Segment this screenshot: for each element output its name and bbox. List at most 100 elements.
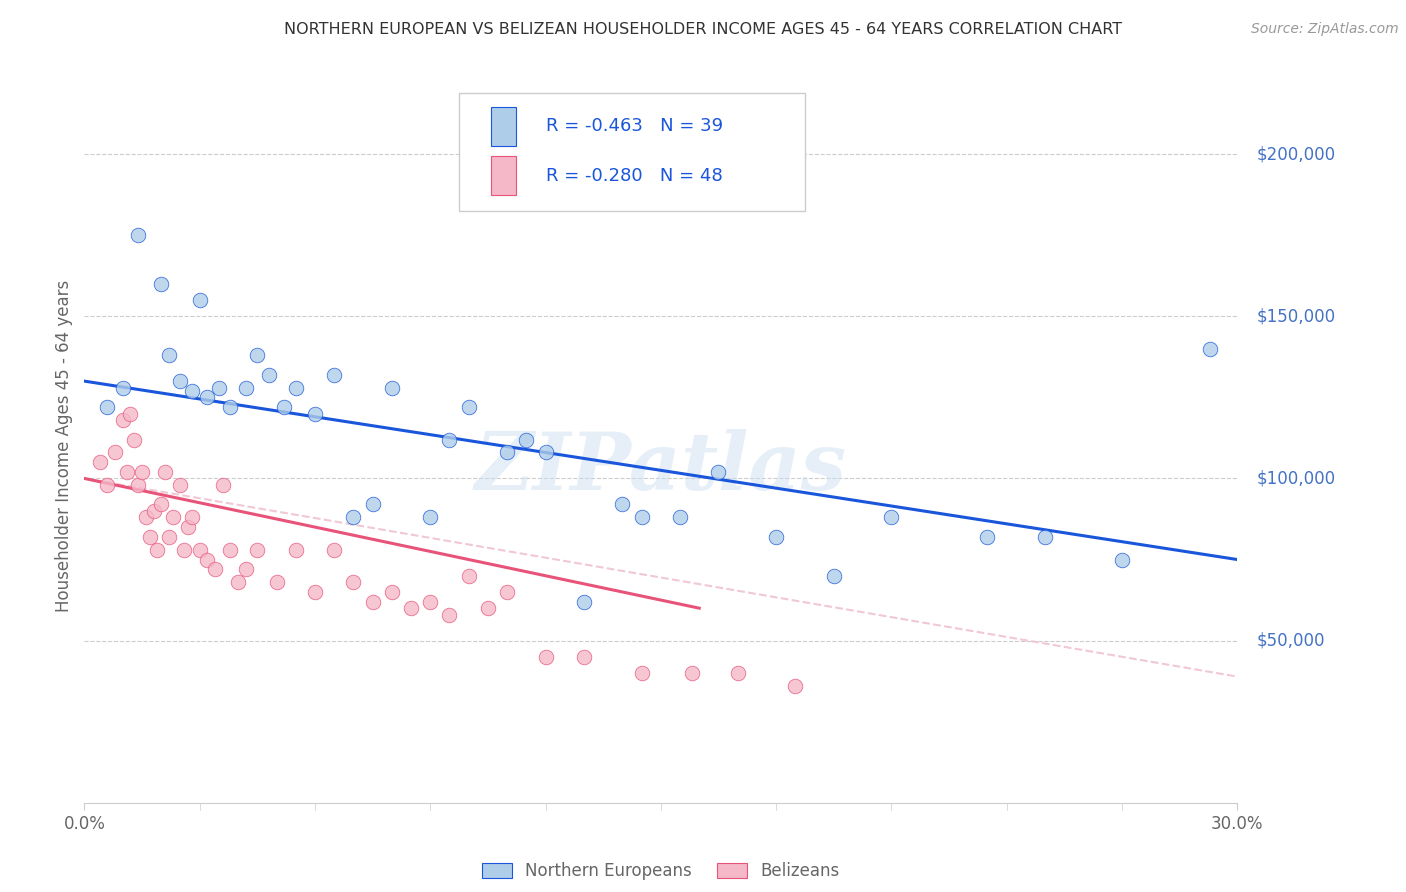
Point: [1033, 530, 1056, 544]
Point: [131, 465, 153, 479]
Point: [323, 368, 346, 382]
Point: [195, 390, 218, 404]
Text: R = -0.280   N = 48: R = -0.280 N = 48: [546, 168, 723, 186]
Text: R = -0.463   N = 39: R = -0.463 N = 39: [546, 118, 723, 136]
Point: [439, 433, 461, 447]
Point: [457, 400, 479, 414]
Point: [572, 649, 595, 664]
Point: [630, 510, 652, 524]
Point: [157, 348, 180, 362]
Point: [89, 455, 111, 469]
Point: [439, 607, 461, 622]
Point: [785, 679, 807, 693]
Point: [135, 510, 157, 524]
Point: [124, 433, 146, 447]
Point: [1199, 342, 1222, 356]
Point: [342, 510, 364, 524]
Point: [419, 510, 441, 524]
Point: [477, 601, 499, 615]
Point: [208, 381, 231, 395]
Point: [707, 465, 730, 479]
Point: [630, 666, 652, 681]
Point: [534, 445, 557, 459]
Point: [323, 542, 346, 557]
Point: [111, 413, 134, 427]
Point: [304, 585, 326, 599]
Point: [266, 575, 288, 590]
Point: [146, 542, 169, 557]
Point: [612, 497, 634, 511]
Point: [342, 575, 364, 590]
Point: [127, 228, 149, 243]
Point: [823, 568, 845, 582]
Point: [235, 562, 257, 576]
Point: [127, 478, 149, 492]
Point: [150, 497, 173, 511]
Point: [115, 465, 138, 479]
Point: [572, 595, 595, 609]
Point: [96, 478, 118, 492]
Point: [419, 595, 441, 609]
Point: [381, 381, 404, 395]
Point: [1111, 552, 1133, 566]
Point: [880, 510, 903, 524]
Point: [976, 530, 998, 544]
Point: [181, 510, 204, 524]
Point: [150, 277, 173, 291]
Point: [765, 530, 787, 544]
Point: [96, 400, 118, 414]
Text: $100,000: $100,000: [1257, 469, 1336, 487]
Point: [226, 575, 249, 590]
Point: [181, 384, 204, 398]
Text: NORTHERN EUROPEAN VS BELIZEAN HOUSEHOLDER INCOME AGES 45 - 64 YEARS CORRELATION : NORTHERN EUROPEAN VS BELIZEAN HOUSEHOLDE…: [284, 22, 1122, 37]
Point: [177, 520, 200, 534]
Point: [669, 510, 692, 524]
Point: [534, 649, 557, 664]
Point: [142, 504, 165, 518]
Legend: Northern Europeans, Belizeans: Northern Europeans, Belizeans: [482, 862, 839, 880]
Point: [361, 595, 384, 609]
FancyBboxPatch shape: [458, 93, 804, 211]
Point: [157, 530, 180, 544]
Point: [211, 478, 233, 492]
Point: [219, 542, 242, 557]
Point: [284, 542, 307, 557]
Point: [104, 445, 127, 459]
Point: [111, 381, 134, 395]
Y-axis label: Householder Income Ages 45 - 64 years: Householder Income Ages 45 - 64 years: [55, 280, 73, 612]
Point: [204, 562, 226, 576]
Text: Source: ZipAtlas.com: Source: ZipAtlas.com: [1251, 22, 1399, 37]
Bar: [491, 107, 516, 146]
Point: [257, 368, 280, 382]
Point: [162, 510, 184, 524]
Point: [515, 433, 537, 447]
Point: [153, 465, 176, 479]
Point: [219, 400, 242, 414]
Point: [304, 407, 326, 421]
Point: [169, 478, 191, 492]
Point: [246, 348, 269, 362]
Point: [138, 530, 160, 544]
Point: [246, 542, 269, 557]
Text: $50,000: $50,000: [1257, 632, 1324, 649]
Point: [496, 445, 519, 459]
Point: [188, 542, 211, 557]
Point: [381, 585, 404, 599]
Point: [681, 666, 703, 681]
Point: [399, 601, 422, 615]
Text: $200,000: $200,000: [1257, 145, 1336, 163]
Point: [235, 381, 257, 395]
Bar: [491, 155, 516, 194]
Text: $150,000: $150,000: [1257, 307, 1336, 326]
Point: [169, 374, 191, 388]
Point: [727, 666, 749, 681]
Point: [457, 568, 479, 582]
Point: [284, 381, 307, 395]
Point: [361, 497, 384, 511]
Text: ZIPatlas: ZIPatlas: [475, 429, 846, 506]
Point: [188, 293, 211, 307]
Point: [496, 585, 519, 599]
Point: [273, 400, 295, 414]
Point: [120, 407, 142, 421]
Point: [195, 552, 218, 566]
